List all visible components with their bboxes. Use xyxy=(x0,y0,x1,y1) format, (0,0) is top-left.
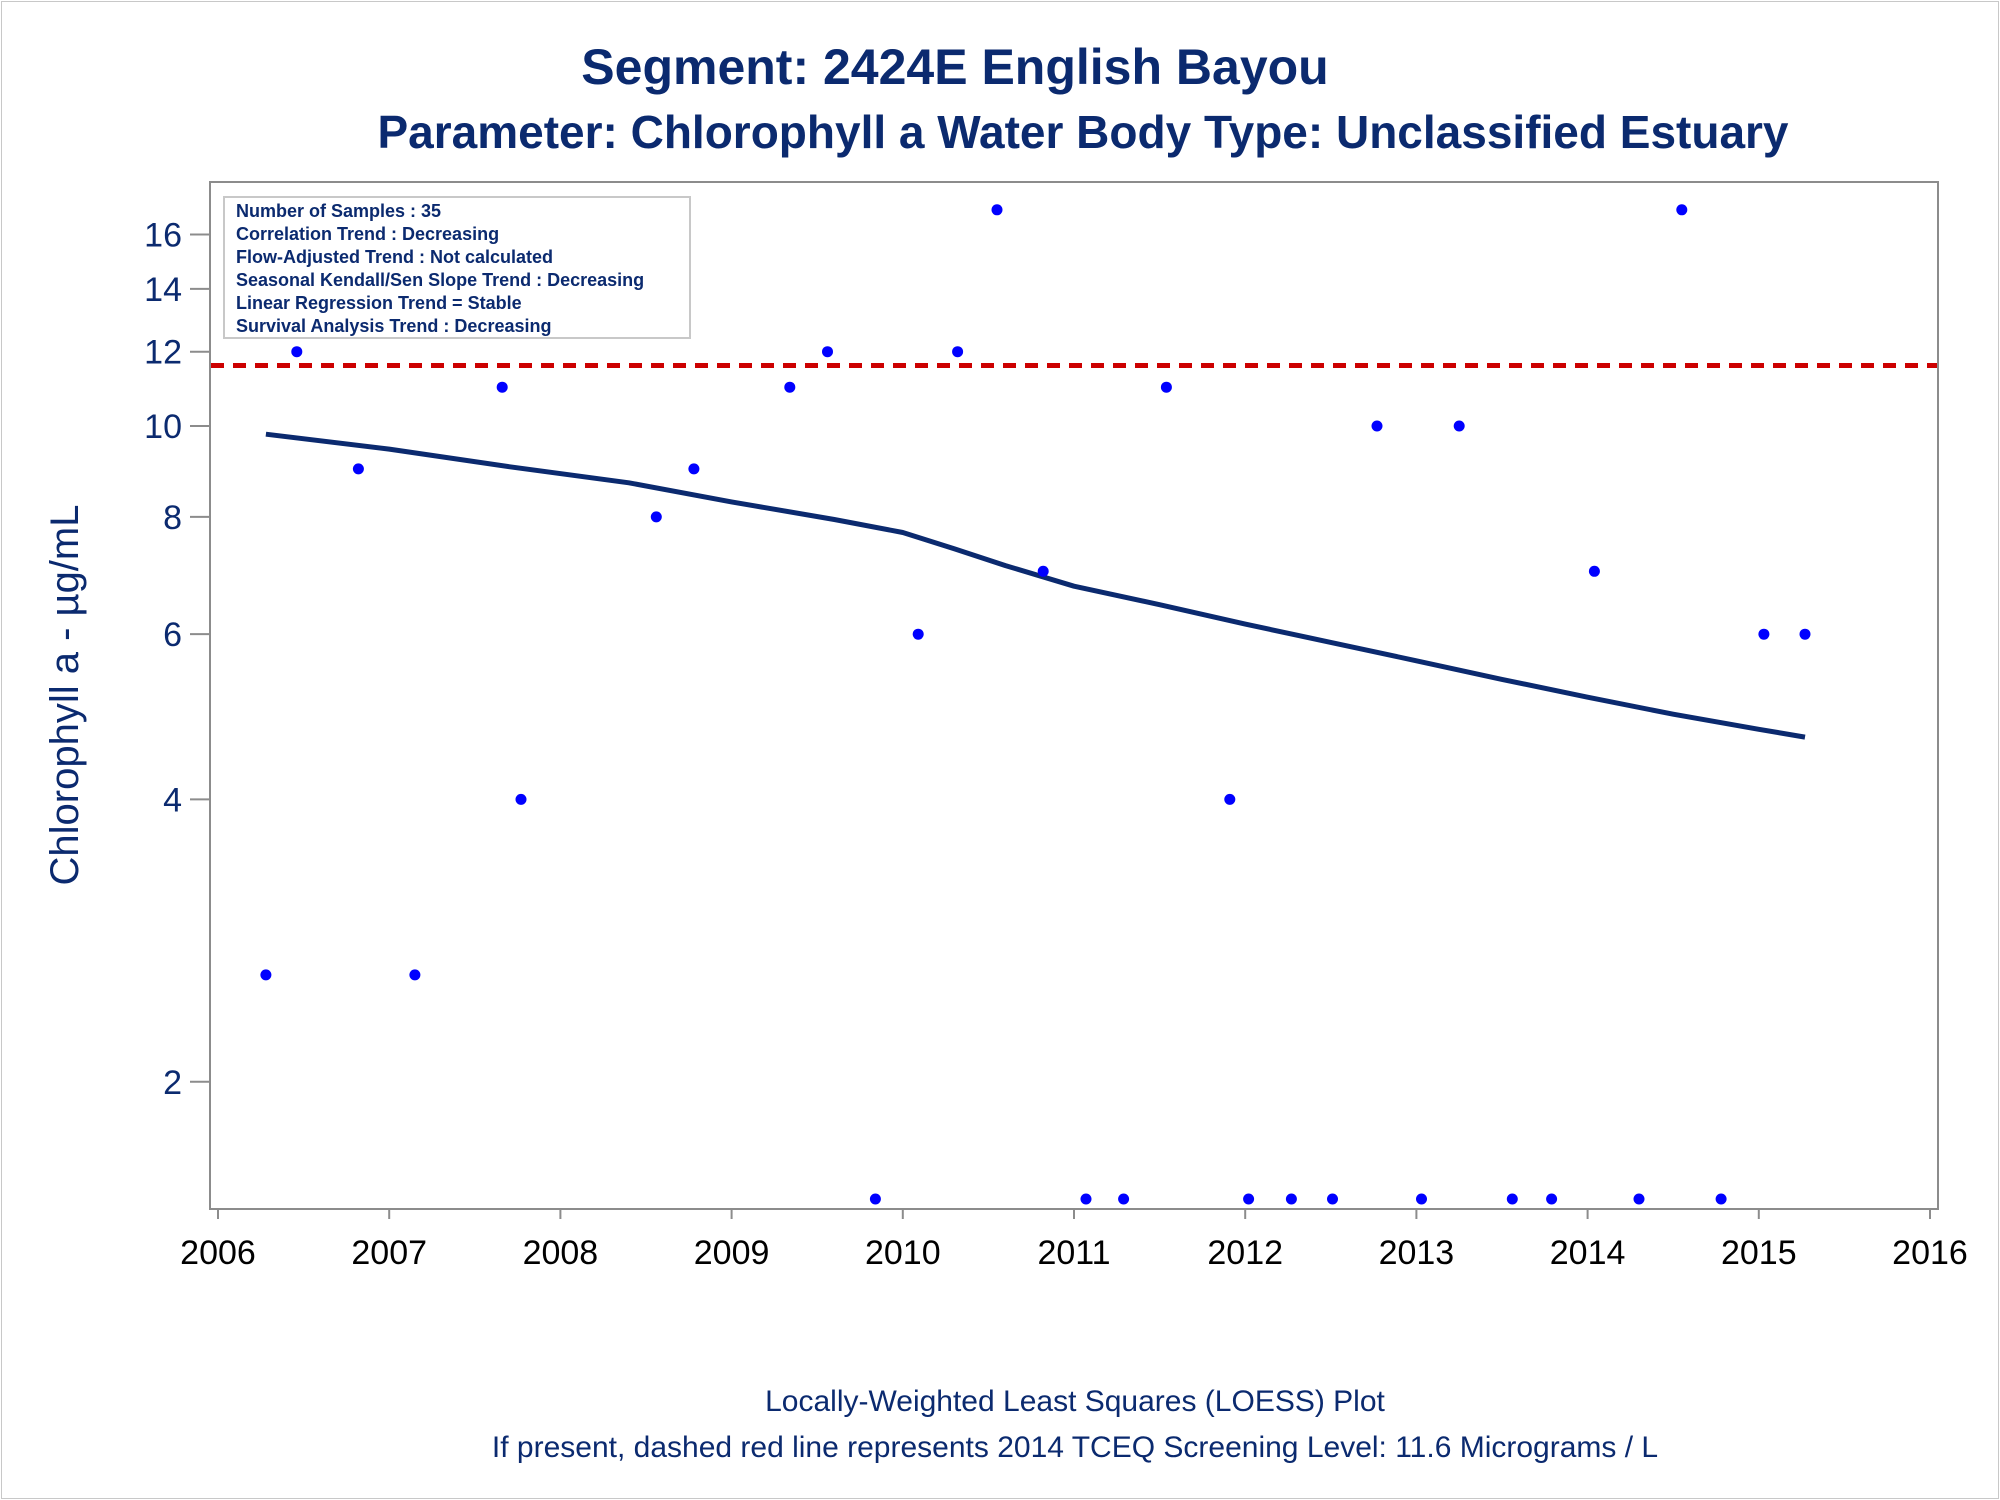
y-tick-label-2: 2 xyxy=(163,1064,182,1102)
data-point-31 xyxy=(1633,1193,1645,1205)
trend-summary-line-2: Correlation Trend : Decreasing xyxy=(236,224,499,244)
x-tick-label-2011: 2011 xyxy=(1037,1234,1110,1272)
y-tick-label-10: 10 xyxy=(144,408,182,446)
data-point-10 xyxy=(688,463,700,475)
y-tick-label-14: 14 xyxy=(144,271,182,309)
data-point-3 xyxy=(352,463,364,475)
data-point-18 xyxy=(1080,1193,1092,1205)
chart-subtitle: Parameter: Chlorophyll a Water Body Type… xyxy=(377,106,1788,158)
trend-summary-line-6: Survival Analysis Trend : Decreasing xyxy=(236,316,551,336)
data-point-23 xyxy=(1285,1193,1297,1205)
data-point-35 xyxy=(1799,628,1811,640)
data-point-22 xyxy=(1243,1193,1255,1205)
trend-summary-line-5: Linear Regression Trend = Stable xyxy=(236,293,522,313)
data-point-27 xyxy=(1453,420,1465,432)
data-point-30 xyxy=(1588,565,1600,577)
footnote-loess: Locally-Weighted Least Squares (LOESS) P… xyxy=(765,1385,1385,1418)
x-tick-label-2010: 2010 xyxy=(865,1234,941,1272)
data-point-6 xyxy=(496,381,508,393)
data-point-7 xyxy=(515,793,527,805)
y-tick-label-12: 12 xyxy=(144,334,182,372)
trend-summary-line-3: Flow-Adjusted Trend : Not calculated xyxy=(236,247,553,267)
loess-trend-line xyxy=(265,431,1806,740)
data-point-20 xyxy=(1160,381,1172,393)
data-points xyxy=(260,204,1811,1205)
data-point-15 xyxy=(952,346,964,358)
data-point-19 xyxy=(1118,1193,1130,1205)
data-point-2 xyxy=(291,346,303,358)
data-point-33 xyxy=(1715,1193,1727,1205)
x-tick-label-2014: 2014 xyxy=(1550,1234,1626,1272)
y-tick-label-6: 6 xyxy=(163,616,182,654)
x-tick-label-2016: 2016 xyxy=(1892,1234,1968,1272)
data-point-21 xyxy=(1224,793,1236,805)
x-tick-label-2013: 2013 xyxy=(1379,1234,1455,1272)
x-tick-label-2009: 2009 xyxy=(694,1234,770,1272)
data-point-29 xyxy=(1546,1193,1558,1205)
footnote-screening: If present, dashed red line represents 2… xyxy=(492,1431,1658,1464)
trend-summary-line-1: Number of Samples : 35 xyxy=(236,201,441,221)
y-tick-label-4: 4 xyxy=(163,781,182,819)
data-point-17 xyxy=(1037,565,1049,577)
y-axis: 2 4 6 8 10 12 14 16 xyxy=(144,217,210,1102)
data-point-1 xyxy=(260,969,272,981)
data-point-14 xyxy=(912,628,924,640)
data-point-32 xyxy=(1676,204,1688,216)
trend-summary-box: Number of Samples : 35 Correlation Trend … xyxy=(223,196,691,339)
chart-title: Segment: 2424E English Bayou xyxy=(581,39,1328,95)
y-tick-label-16: 16 xyxy=(144,217,182,255)
trend-summary-line-4: Seasonal Kendall/Sen Slope Trend : Decre… xyxy=(236,270,644,290)
y-tick-label-8: 8 xyxy=(163,499,182,537)
x-axis: 2006 2007 2008 2009 2010 2011 2012 2013 2014 2015… xyxy=(180,1209,1968,1272)
x-tick-label-2015: 2015 xyxy=(1721,1234,1797,1272)
data-point-12 xyxy=(822,346,833,358)
x-tick-label-2012: 2012 xyxy=(1207,1234,1283,1272)
data-point-4 xyxy=(409,969,421,981)
data-point-9 xyxy=(650,511,662,523)
x-tick-label-2007: 2007 xyxy=(351,1234,427,1272)
data-point-26 xyxy=(1416,1193,1427,1205)
data-point-34 xyxy=(1758,628,1770,640)
data-point-25 xyxy=(1371,420,1383,432)
data-point-11 xyxy=(784,381,796,393)
data-point-16 xyxy=(991,204,1003,216)
y-axis-title: Chlorophyll a - µg/mL xyxy=(43,505,87,886)
x-tick-label-2006: 2006 xyxy=(180,1234,256,1272)
data-point-28 xyxy=(1506,1193,1518,1205)
data-point-13 xyxy=(869,1193,881,1205)
trend-summary-border xyxy=(223,196,691,339)
x-tick-label-2008: 2008 xyxy=(523,1234,599,1272)
data-point-24 xyxy=(1327,1193,1338,1205)
